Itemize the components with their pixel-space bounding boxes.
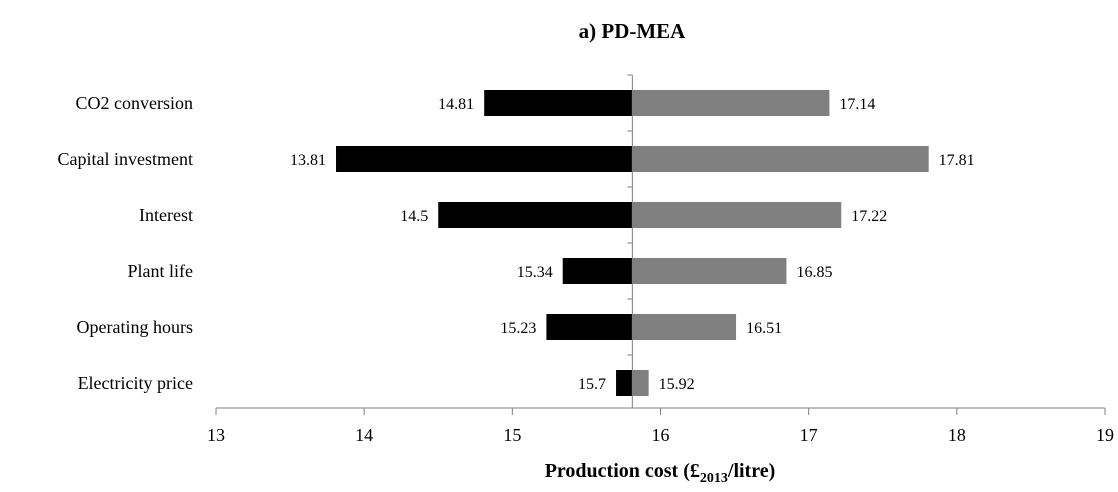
plot-area: CO2 conversion 14.81 17.14 Capital investme… bbox=[58, 74, 1114, 445]
x-tick-label: 15 bbox=[503, 425, 521, 445]
category-label: CO2 conversion bbox=[76, 93, 193, 113]
category-label: Operating hours bbox=[77, 317, 193, 337]
data-label: 15.34 bbox=[517, 264, 553, 281]
x-tick-label: 17 bbox=[800, 425, 818, 445]
data-label: 13.81 bbox=[290, 152, 326, 169]
data-label: 14.5 bbox=[400, 208, 428, 225]
bar bbox=[632, 90, 830, 116]
category-label: Plant life bbox=[128, 261, 194, 281]
bar bbox=[632, 146, 929, 172]
x-tick-label: 18 bbox=[948, 425, 966, 445]
bar bbox=[616, 370, 633, 396]
x-tick-label: 13 bbox=[207, 425, 225, 445]
bar bbox=[632, 202, 842, 228]
bar bbox=[484, 90, 633, 116]
category-label: Interest bbox=[139, 205, 193, 225]
chart-title: a) PD-MEA bbox=[579, 19, 687, 43]
bar bbox=[562, 258, 633, 284]
bar bbox=[546, 314, 633, 340]
bar bbox=[632, 370, 649, 396]
data-label: 14.81 bbox=[438, 96, 474, 113]
x-tick-label: 16 bbox=[652, 425, 670, 445]
bar bbox=[632, 314, 737, 340]
category-label: Electricity price bbox=[78, 373, 193, 393]
x-tick-label: 19 bbox=[1096, 425, 1114, 445]
data-label: 15.7 bbox=[578, 376, 606, 393]
data-label: 17.14 bbox=[839, 96, 875, 113]
bar bbox=[438, 202, 633, 228]
x-axis-label: Production cost (£2013/litre) bbox=[545, 460, 776, 486]
x-tick-label: 14 bbox=[355, 425, 373, 445]
data-label: 16.85 bbox=[796, 264, 832, 281]
data-label: 15.92 bbox=[659, 376, 695, 393]
bar bbox=[632, 258, 787, 284]
data-label: 15.23 bbox=[500, 320, 536, 337]
data-label: 17.81 bbox=[939, 152, 975, 169]
category-label: Capital investment bbox=[58, 149, 193, 169]
bar bbox=[336, 146, 633, 172]
data-label: 16.51 bbox=[746, 320, 782, 337]
data-label: 17.22 bbox=[851, 208, 887, 225]
